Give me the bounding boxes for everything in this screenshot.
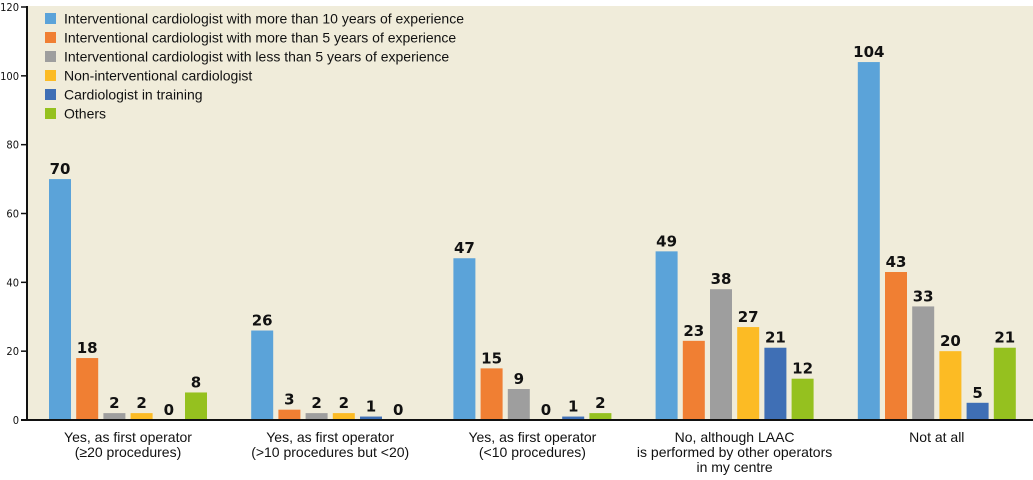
bar	[682, 340, 705, 420]
value-label: 12	[792, 360, 813, 378]
value-label: 5	[972, 384, 982, 402]
value-label: 23	[683, 322, 704, 340]
x-category-label: (<10 procedures)	[479, 444, 586, 460]
value-label: 9	[514, 370, 524, 388]
value-label: 2	[595, 394, 605, 412]
x-category-label: Not at all	[909, 429, 964, 445]
bar	[589, 413, 612, 420]
value-label: 8	[191, 373, 201, 391]
legend: Interventional cardiologist with more th…	[45, 11, 464, 122]
value-label: 26	[252, 312, 273, 330]
legend-label: Interventional cardiologist with more th…	[64, 30, 456, 46]
y-tick-label: 0	[13, 414, 19, 427]
bar	[251, 330, 274, 420]
value-label: 15	[481, 349, 502, 367]
bar	[791, 378, 814, 420]
bar	[185, 392, 207, 420]
value-label: 38	[711, 270, 732, 288]
legend-swatch	[45, 32, 56, 43]
legend-swatch	[45, 13, 56, 24]
value-label: 2	[136, 394, 146, 412]
x-category-label: in my centre	[696, 459, 772, 475]
bar	[993, 347, 1016, 420]
value-label: 70	[50, 160, 71, 178]
x-category-label: Yes, as first operator	[468, 429, 596, 445]
legend-label: Cardiologist in training	[64, 87, 203, 103]
legend-label: Interventional cardiologist with more th…	[64, 11, 464, 27]
y-tick-label: 100	[0, 70, 19, 83]
value-label: 47	[454, 239, 475, 257]
bar	[49, 179, 71, 420]
value-label: 21	[765, 329, 786, 347]
bar	[103, 413, 126, 420]
bar	[966, 402, 989, 420]
value-label: 104	[853, 43, 884, 61]
value-label: 18	[77, 339, 98, 357]
value-label: 20	[940, 332, 961, 350]
legend-label: Others	[64, 106, 106, 122]
bar	[710, 289, 732, 420]
legend-swatch	[45, 89, 56, 100]
value-label: 2	[311, 394, 321, 412]
bar	[360, 416, 382, 420]
legend-swatch	[45, 70, 56, 81]
x-category-label: No, although LAAC	[675, 429, 795, 445]
value-label: 0	[393, 401, 403, 419]
value-label: 1	[366, 398, 376, 416]
y-tick-label: 60	[6, 208, 19, 221]
bar	[737, 327, 760, 420]
y-tick-label: 80	[6, 139, 19, 152]
value-label: 33	[913, 287, 934, 305]
value-label: 0	[164, 401, 174, 419]
bars-layer	[49, 62, 1016, 421]
x-category-label: is performed by other operators	[637, 444, 832, 460]
bar	[305, 413, 328, 420]
bar	[912, 306, 935, 420]
value-label: 2	[109, 394, 119, 412]
bar	[655, 251, 678, 420]
bar	[562, 416, 585, 420]
bar	[939, 351, 962, 420]
value-label: 1	[568, 398, 578, 416]
value-label: 0	[541, 401, 551, 419]
legend-label: Non-interventional cardiologist	[64, 68, 252, 84]
bar	[130, 413, 153, 420]
y-tick-label: 40	[6, 276, 19, 289]
value-label: 3	[284, 391, 294, 409]
value-label: 21	[994, 329, 1015, 347]
category-labels-layer: Yes, as first operator(≥20 procedures)Ye…	[64, 429, 964, 475]
value-label: 27	[738, 308, 759, 326]
x-category-label: (>10 procedures but <20)	[251, 444, 409, 460]
bar	[764, 347, 787, 420]
bar	[76, 358, 99, 420]
x-category-label: Yes, as first operator	[64, 429, 192, 445]
bar	[507, 389, 530, 420]
bar	[453, 258, 476, 420]
bar	[857, 62, 880, 421]
legend-swatch	[45, 51, 56, 62]
y-tick-label: 120	[0, 1, 19, 14]
bar	[278, 409, 301, 420]
x-category-label: Yes, as first operator	[266, 429, 394, 445]
bar	[480, 368, 503, 420]
legend-label: Interventional cardiologist with less th…	[64, 49, 449, 65]
y-tick-label: 20	[6, 345, 19, 358]
value-label: 43	[886, 253, 907, 271]
value-label: 49	[656, 232, 677, 250]
legend-swatch	[45, 108, 56, 119]
bar	[885, 272, 907, 420]
bar	[332, 413, 355, 420]
x-category-label: (≥20 procedures)	[75, 444, 182, 460]
value-label: 2	[339, 394, 349, 412]
